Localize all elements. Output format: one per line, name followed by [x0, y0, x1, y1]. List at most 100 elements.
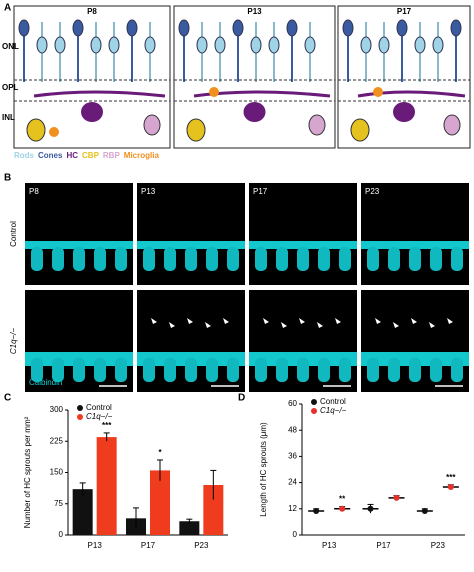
cell-body [451, 358, 463, 382]
photoreceptor [36, 36, 48, 54]
cell-body [409, 358, 421, 382]
photoreceptor [432, 36, 444, 54]
y-tick-label: 12 [288, 504, 297, 513]
photoreceptor [250, 36, 262, 54]
photoreceptor [108, 36, 120, 54]
layer-label: INL [2, 113, 15, 122]
mean-point [447, 483, 454, 490]
photoreceptor [360, 36, 372, 54]
cell-body [367, 247, 379, 271]
cell-body [339, 358, 351, 382]
layer-label: OPL [2, 83, 19, 92]
cell-body [206, 358, 218, 382]
timepoint-title: P17 [397, 7, 412, 16]
cell-body [339, 247, 351, 271]
photoreceptor [214, 36, 226, 54]
arrowhead [281, 322, 287, 328]
arrowhead [223, 318, 229, 324]
legend-entry: RBP [103, 151, 121, 160]
layer-label: ONL [2, 42, 19, 51]
y-axis-title: Length of HC sprouts (μm) [259, 422, 268, 517]
y-tick-label: 0 [59, 530, 64, 539]
x-tick-label: P23 [194, 541, 209, 550]
hc-soma [393, 102, 415, 122]
cell-body [185, 358, 197, 382]
photoreceptor [342, 19, 354, 37]
y-tick-label: 36 [288, 452, 297, 461]
arrowhead [263, 318, 269, 324]
significance: ** [339, 495, 346, 504]
arrowhead [335, 318, 341, 324]
mean-point [339, 505, 346, 512]
x-tick-label: P17 [141, 541, 156, 550]
x-tick-label: P13 [88, 541, 103, 550]
stain-band [361, 241, 469, 249]
cell-body [73, 358, 85, 382]
legend-marker [77, 405, 83, 411]
photoreceptor [268, 36, 280, 54]
row-label: Control [9, 221, 18, 247]
y-tick-label: 225 [50, 436, 64, 445]
photoreceptor [396, 19, 408, 37]
photoreceptor [90, 36, 102, 54]
row-label: C1q−/− [9, 328, 18, 355]
y-tick-label: 0 [293, 530, 298, 539]
cell-body [94, 358, 106, 382]
mean-point [393, 494, 400, 501]
arrowhead [375, 318, 381, 324]
cbp-soma [26, 118, 46, 142]
rbp-soma [143, 114, 161, 136]
arrowhead [299, 318, 305, 324]
y-tick-label: 24 [288, 478, 297, 487]
cell-body [318, 247, 330, 271]
cell-body [164, 247, 176, 271]
x-tick-label: P13 [322, 541, 337, 550]
cbp-soma [350, 118, 370, 142]
panel-label: C [4, 393, 11, 404]
cell-body [227, 358, 239, 382]
y-tick-label: 300 [50, 405, 64, 414]
arrowhead [187, 318, 193, 324]
photoreceptor [414, 36, 426, 54]
cell-body [367, 358, 379, 382]
legend-marker [311, 399, 317, 405]
y-tick-label: 60 [288, 399, 297, 408]
panel-label: D [238, 393, 245, 404]
arrowhead [317, 322, 323, 328]
legend-entry: Cones [38, 151, 63, 160]
photoreceptor [144, 36, 156, 54]
photoreceptor [126, 19, 138, 37]
timepoint-title: P13 [247, 7, 262, 16]
cbp-soma [186, 118, 206, 142]
photoreceptor [304, 36, 316, 54]
bar [72, 489, 93, 535]
x-tick-label: P17 [376, 541, 391, 550]
y-axis-title: Number of HC sprouts per mm² [23, 416, 32, 528]
photoreceptor [286, 19, 298, 37]
legend-entry: Rods [14, 151, 35, 160]
rbp-soma [308, 114, 326, 136]
photoreceptor [178, 19, 190, 37]
microglia [373, 87, 383, 97]
stain-band [249, 241, 357, 249]
timepoint-title: P8 [87, 7, 97, 16]
arrowhead [411, 318, 417, 324]
cell-body [206, 247, 218, 271]
hc-process [357, 90, 466, 98]
photoreceptor [72, 19, 84, 37]
cell-body [255, 247, 267, 271]
panel-label: B [4, 173, 11, 184]
x-tick-label: P23 [431, 541, 446, 550]
cell-body [318, 358, 330, 382]
timepoint-label: P23 [365, 187, 380, 196]
arrowhead [429, 322, 435, 328]
cell-body [115, 358, 127, 382]
cell-body [388, 358, 400, 382]
arrowhead [393, 322, 399, 328]
photoreceptor [232, 19, 244, 37]
bar [179, 521, 200, 535]
microglia [49, 127, 59, 137]
stain-label: Calbindin [29, 378, 62, 387]
stain-band [25, 241, 133, 249]
